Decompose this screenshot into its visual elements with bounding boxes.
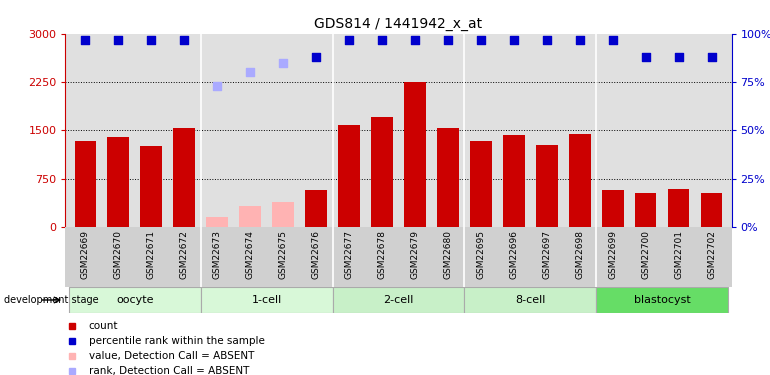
Point xyxy=(705,54,718,60)
Bar xyxy=(602,189,624,227)
Point xyxy=(310,54,322,60)
Text: blastocyst: blastocyst xyxy=(634,295,691,305)
Bar xyxy=(108,137,129,227)
Text: GSM22669: GSM22669 xyxy=(81,230,90,279)
Bar xyxy=(635,193,657,227)
Bar xyxy=(503,135,524,227)
Text: GSM22673: GSM22673 xyxy=(213,230,222,279)
Bar xyxy=(371,117,393,227)
Bar xyxy=(596,287,728,313)
Bar xyxy=(140,146,162,227)
Bar xyxy=(201,287,333,313)
Point xyxy=(277,60,290,66)
Title: GDS814 / 1441942_x_at: GDS814 / 1441942_x_at xyxy=(314,17,483,32)
Point xyxy=(79,36,92,42)
Bar xyxy=(206,217,228,227)
Bar xyxy=(701,193,722,227)
Text: GSM22695: GSM22695 xyxy=(477,230,485,279)
Point xyxy=(178,36,190,42)
Point xyxy=(475,36,487,42)
Point xyxy=(343,36,355,42)
Point xyxy=(607,36,619,42)
Text: GSM22699: GSM22699 xyxy=(608,230,618,279)
Text: GSM22698: GSM22698 xyxy=(575,230,584,279)
Text: GSM22674: GSM22674 xyxy=(246,230,255,279)
Point xyxy=(672,54,685,60)
Text: GSM22697: GSM22697 xyxy=(542,230,551,279)
Text: GSM22675: GSM22675 xyxy=(279,230,287,279)
Bar xyxy=(668,189,689,227)
Point xyxy=(541,36,553,42)
Bar xyxy=(273,202,294,227)
Bar xyxy=(173,128,195,227)
Bar xyxy=(464,287,596,313)
Text: GSM22679: GSM22679 xyxy=(410,230,420,279)
Point xyxy=(442,36,454,42)
Text: 8-cell: 8-cell xyxy=(515,295,546,305)
Text: GSM22678: GSM22678 xyxy=(377,230,387,279)
Point xyxy=(376,36,388,42)
Bar xyxy=(404,82,426,227)
Text: GSM22670: GSM22670 xyxy=(114,230,122,279)
Text: GSM22701: GSM22701 xyxy=(675,230,683,279)
Text: count: count xyxy=(89,321,119,331)
Text: oocyte: oocyte xyxy=(116,295,153,305)
Text: rank, Detection Call = ABSENT: rank, Detection Call = ABSENT xyxy=(89,366,249,375)
Point xyxy=(244,69,256,75)
Point xyxy=(409,36,421,42)
Bar xyxy=(333,287,464,313)
Text: percentile rank within the sample: percentile rank within the sample xyxy=(89,336,265,346)
Point xyxy=(145,36,157,42)
Text: 1-cell: 1-cell xyxy=(252,295,282,305)
Point xyxy=(507,36,520,42)
Bar xyxy=(536,145,557,227)
Point xyxy=(574,36,586,42)
Text: value, Detection Call = ABSENT: value, Detection Call = ABSENT xyxy=(89,351,254,361)
Bar xyxy=(306,189,326,227)
Text: GSM22700: GSM22700 xyxy=(641,230,651,279)
Text: GSM22677: GSM22677 xyxy=(344,230,353,279)
Text: development stage: development stage xyxy=(4,295,99,305)
Bar xyxy=(437,128,459,227)
Text: 2-cell: 2-cell xyxy=(383,295,413,305)
Bar xyxy=(338,124,360,227)
Bar xyxy=(69,287,201,313)
Point xyxy=(112,36,125,42)
Bar xyxy=(75,141,96,227)
Text: GSM22696: GSM22696 xyxy=(510,230,518,279)
Text: GSM22702: GSM22702 xyxy=(707,230,716,279)
Point xyxy=(640,54,652,60)
Text: GSM22676: GSM22676 xyxy=(312,230,320,279)
Bar xyxy=(239,206,261,227)
Text: GSM22671: GSM22671 xyxy=(146,230,156,279)
Text: GSM22672: GSM22672 xyxy=(179,230,189,279)
Bar xyxy=(569,134,591,227)
Point xyxy=(211,83,223,89)
Bar xyxy=(470,141,491,227)
Text: GSM22680: GSM22680 xyxy=(444,230,453,279)
